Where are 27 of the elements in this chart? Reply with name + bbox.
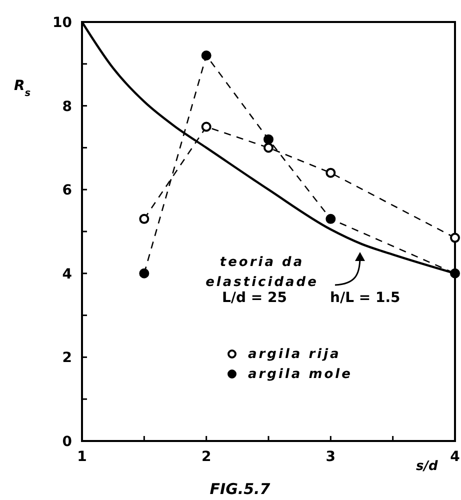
- y-axis-title: R$_{s}$: [14, 78, 31, 98]
- annotation: h/L = 1.5: [330, 290, 400, 306]
- y-tick-label: 8: [62, 98, 72, 115]
- legend-label: argila mole: [248, 367, 352, 382]
- y-tick-label: 6: [62, 182, 72, 199]
- point: [201, 50, 212, 61]
- y-tick-label: 0: [62, 434, 72, 450]
- point: [326, 214, 336, 224]
- point: [264, 142, 274, 153]
- x-tick-label: 4: [450, 449, 460, 465]
- x-tick-label: 3: [326, 449, 336, 465]
- y-tick-label: 10: [52, 15, 72, 31]
- legend-label: argila rija: [248, 347, 341, 362]
- point: [139, 214, 150, 224]
- x-axis-title: s/d: [416, 459, 438, 474]
- y-tick-label: 2: [62, 350, 72, 366]
- text: teoria da elasticidade: [206, 255, 318, 290]
- point: [264, 134, 274, 144]
- y-tick-label: 4: [62, 266, 72, 282]
- point: [201, 122, 212, 132]
- caption: FIG.5.7: [210, 480, 271, 498]
- annotation: L/d = 25: [222, 290, 288, 306]
- point: [139, 268, 150, 278]
- x-tick-label: 2: [201, 449, 212, 465]
- x-tick-label: 1: [77, 449, 87, 465]
- point: [450, 232, 460, 243]
- point: [326, 168, 336, 178]
